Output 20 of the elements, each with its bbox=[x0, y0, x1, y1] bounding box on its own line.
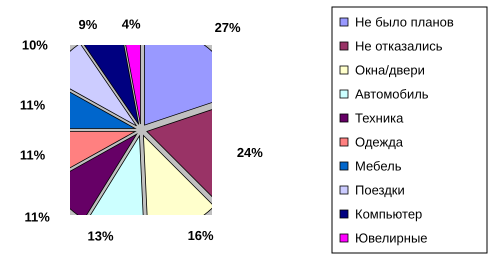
data-label: 11% bbox=[20, 98, 46, 113]
data-label: 27% bbox=[214, 20, 242, 36]
legend-label: Ювелирные bbox=[355, 230, 428, 246]
data-label: 9% bbox=[78, 16, 98, 32]
legend-label: Мебель bbox=[355, 158, 402, 174]
data-label: 11% bbox=[20, 147, 46, 162]
data-label: 4% bbox=[122, 16, 142, 32]
legend-label: Не было планов bbox=[355, 14, 454, 30]
legend-label: Автомобиль bbox=[355, 86, 429, 102]
data-label: 13% bbox=[87, 228, 114, 244]
data-label: 16% bbox=[188, 228, 214, 243]
legend-label: Компьютер bbox=[355, 206, 422, 222]
data-label: 10% bbox=[22, 38, 48, 53]
legend-label: Поездки bbox=[355, 182, 405, 198]
data-label: 11% bbox=[24, 210, 50, 225]
legend-label: Техника bbox=[355, 110, 404, 126]
legend-label: Не отказались bbox=[355, 38, 443, 54]
legend-label: Одежда bbox=[355, 134, 404, 150]
legend-label: Окна/двери bbox=[355, 62, 425, 78]
data-label: 24% bbox=[236, 145, 264, 160]
